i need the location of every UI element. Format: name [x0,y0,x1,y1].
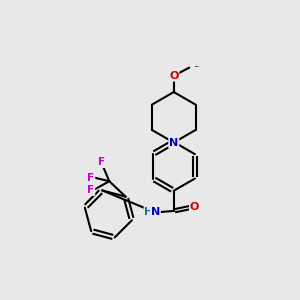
Text: N: N [169,138,178,148]
Text: O: O [190,202,199,212]
Text: F: F [87,172,94,183]
Text: methyl: methyl [195,66,200,67]
Text: F: F [87,185,94,195]
Text: N: N [151,207,160,218]
Text: F: F [98,157,105,167]
Text: O: O [169,71,178,81]
Text: H: H [144,207,153,217]
